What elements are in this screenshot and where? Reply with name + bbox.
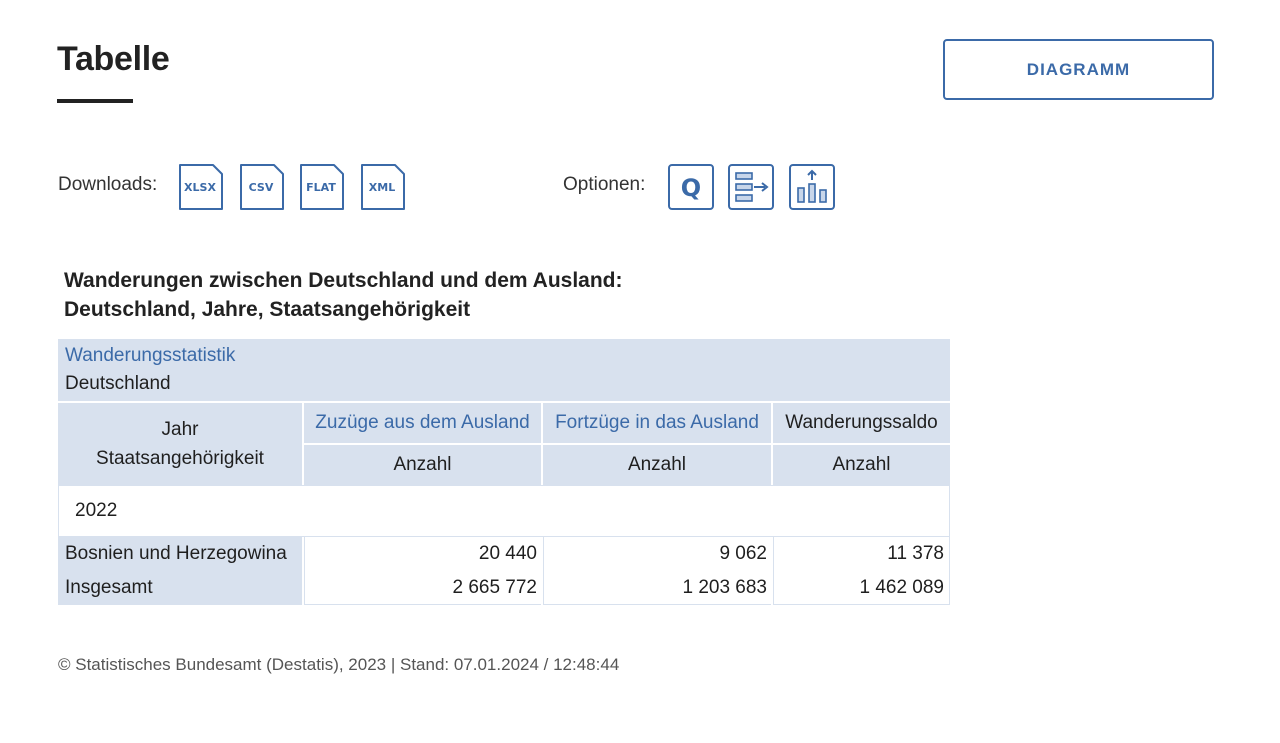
row-header-nationality: Staatsangehörigkeit <box>96 448 264 469</box>
year-row: 2022 <box>58 485 950 537</box>
file-icon: CSV <box>240 164 284 210</box>
option-sort-button[interactable] <box>789 164 835 210</box>
unit-label: Anzahl <box>773 445 950 485</box>
diagram-button[interactable]: DIAGRAMM <box>943 39 1214 100</box>
file-type-label: XML <box>369 181 395 194</box>
option-q-button[interactable]: Q <box>668 164 714 210</box>
file-icon: FLAT <box>300 164 344 210</box>
column-header-fortzuege[interactable]: Fortzüge in das Ausland <box>543 403 771 443</box>
download-xml-button[interactable]: XML <box>359 164 405 210</box>
downloads-label: Downloads: <box>58 174 158 195</box>
row-label-insgesamt: Insgesamt <box>58 571 302 605</box>
option-layout-button[interactable] <box>728 164 774 210</box>
table-cell: 9 062 <box>543 537 771 571</box>
table-cell: 11 378 <box>773 537 950 571</box>
unit-label: Anzahl <box>304 445 541 485</box>
table-cell: 1 462 089 <box>773 571 950 605</box>
row-label-bosnien: Bosnien und Herzegowina <box>58 537 302 571</box>
download-flat-button[interactable]: FLAT <box>298 164 344 210</box>
table-cell: 20 440 <box>304 537 541 571</box>
source-link[interactable]: Wanderungsstatistik <box>65 345 236 366</box>
footer-copyright: © Statistisches Bundesamt (Destatis), 20… <box>58 655 620 674</box>
row-header-year: Jahr <box>161 419 199 440</box>
sort-chart-icon <box>789 164 835 210</box>
region-label: Deutschland <box>65 373 171 394</box>
table-cell: 1 203 683 <box>543 571 771 605</box>
file-icon: XML <box>361 164 405 210</box>
table-title-line1: Wanderungen zwischen Deutschland und dem… <box>64 269 623 292</box>
file-type-label: CSV <box>249 181 274 194</box>
file-icon: XLSX <box>179 164 223 210</box>
year-label: 2022 <box>75 500 118 521</box>
options-label: Optionen: <box>563 174 646 195</box>
table-cell: 2 665 772 <box>304 571 541 605</box>
page-title: Tabelle <box>57 40 170 78</box>
file-type-label: XLSX <box>184 181 216 194</box>
table-meta-header: Wanderungsstatistik Deutschland <box>58 339 950 401</box>
q-icon: Q <box>668 164 714 210</box>
download-csv-button[interactable]: CSV <box>238 164 284 210</box>
file-type-label: FLAT <box>306 181 336 194</box>
table-title: Wanderungen zwischen Deutschland und dem… <box>64 266 623 324</box>
row-header: Jahr Staatsangehörigkeit <box>58 403 302 485</box>
column-header-saldo: Wanderungssaldo <box>773 403 950 443</box>
table-title-line2: Deutschland, Jahre, Staatsangehörigkeit <box>64 298 471 321</box>
title-underline <box>57 99 133 103</box>
download-xlsx-button[interactable]: XLSX <box>177 164 223 210</box>
layout-icon <box>728 164 774 210</box>
svg-text:Q: Q <box>681 174 701 202</box>
column-header-zuzuege[interactable]: Zuzüge aus dem Ausland <box>304 403 541 443</box>
unit-label: Anzahl <box>543 445 771 485</box>
